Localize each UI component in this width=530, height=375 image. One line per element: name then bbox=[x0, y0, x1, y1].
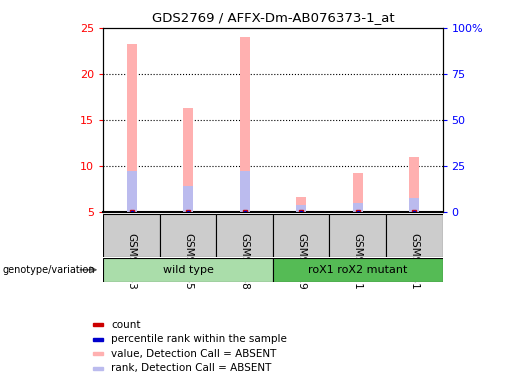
Bar bbox=[103, 214, 160, 257]
Bar bbox=[330, 214, 386, 257]
Bar bbox=[93, 323, 103, 326]
Text: value, Detection Call = ABSENT: value, Detection Call = ABSENT bbox=[111, 349, 277, 359]
Text: percentile rank within the sample: percentile rank within the sample bbox=[111, 334, 287, 344]
Bar bbox=[183, 108, 193, 212]
Bar bbox=[127, 44, 137, 212]
Text: GSM91121: GSM91121 bbox=[353, 233, 363, 290]
Text: count: count bbox=[111, 320, 140, 330]
Bar bbox=[160, 214, 216, 257]
Bar bbox=[409, 198, 419, 212]
Text: rank, Detection Call = ABSENT: rank, Detection Call = ABSENT bbox=[111, 363, 271, 374]
Text: GSM91119: GSM91119 bbox=[296, 233, 306, 290]
Bar bbox=[93, 338, 103, 341]
Bar bbox=[409, 157, 419, 212]
Text: GSM91138: GSM91138 bbox=[240, 233, 250, 290]
Bar bbox=[93, 367, 103, 370]
Bar bbox=[103, 258, 273, 282]
Bar bbox=[216, 214, 273, 257]
Text: wild type: wild type bbox=[163, 265, 214, 275]
Text: genotype/variation: genotype/variation bbox=[3, 265, 95, 275]
Bar bbox=[352, 202, 363, 212]
Bar bbox=[386, 214, 443, 257]
Bar bbox=[296, 197, 306, 212]
Bar bbox=[240, 38, 250, 212]
Text: GSM91135: GSM91135 bbox=[183, 233, 193, 290]
Title: GDS2769 / AFFX-Dm-AB076373-1_at: GDS2769 / AFFX-Dm-AB076373-1_at bbox=[152, 11, 394, 24]
Bar bbox=[127, 171, 137, 212]
Bar bbox=[273, 258, 443, 282]
Bar bbox=[240, 171, 250, 212]
Bar bbox=[273, 214, 330, 257]
Text: GSM91133: GSM91133 bbox=[127, 233, 137, 290]
Bar bbox=[183, 186, 193, 212]
Text: roX1 roX2 mutant: roX1 roX2 mutant bbox=[308, 265, 408, 275]
Bar bbox=[352, 173, 363, 212]
Bar bbox=[296, 204, 306, 212]
Bar bbox=[93, 352, 103, 356]
Text: GSM91131: GSM91131 bbox=[409, 233, 419, 290]
